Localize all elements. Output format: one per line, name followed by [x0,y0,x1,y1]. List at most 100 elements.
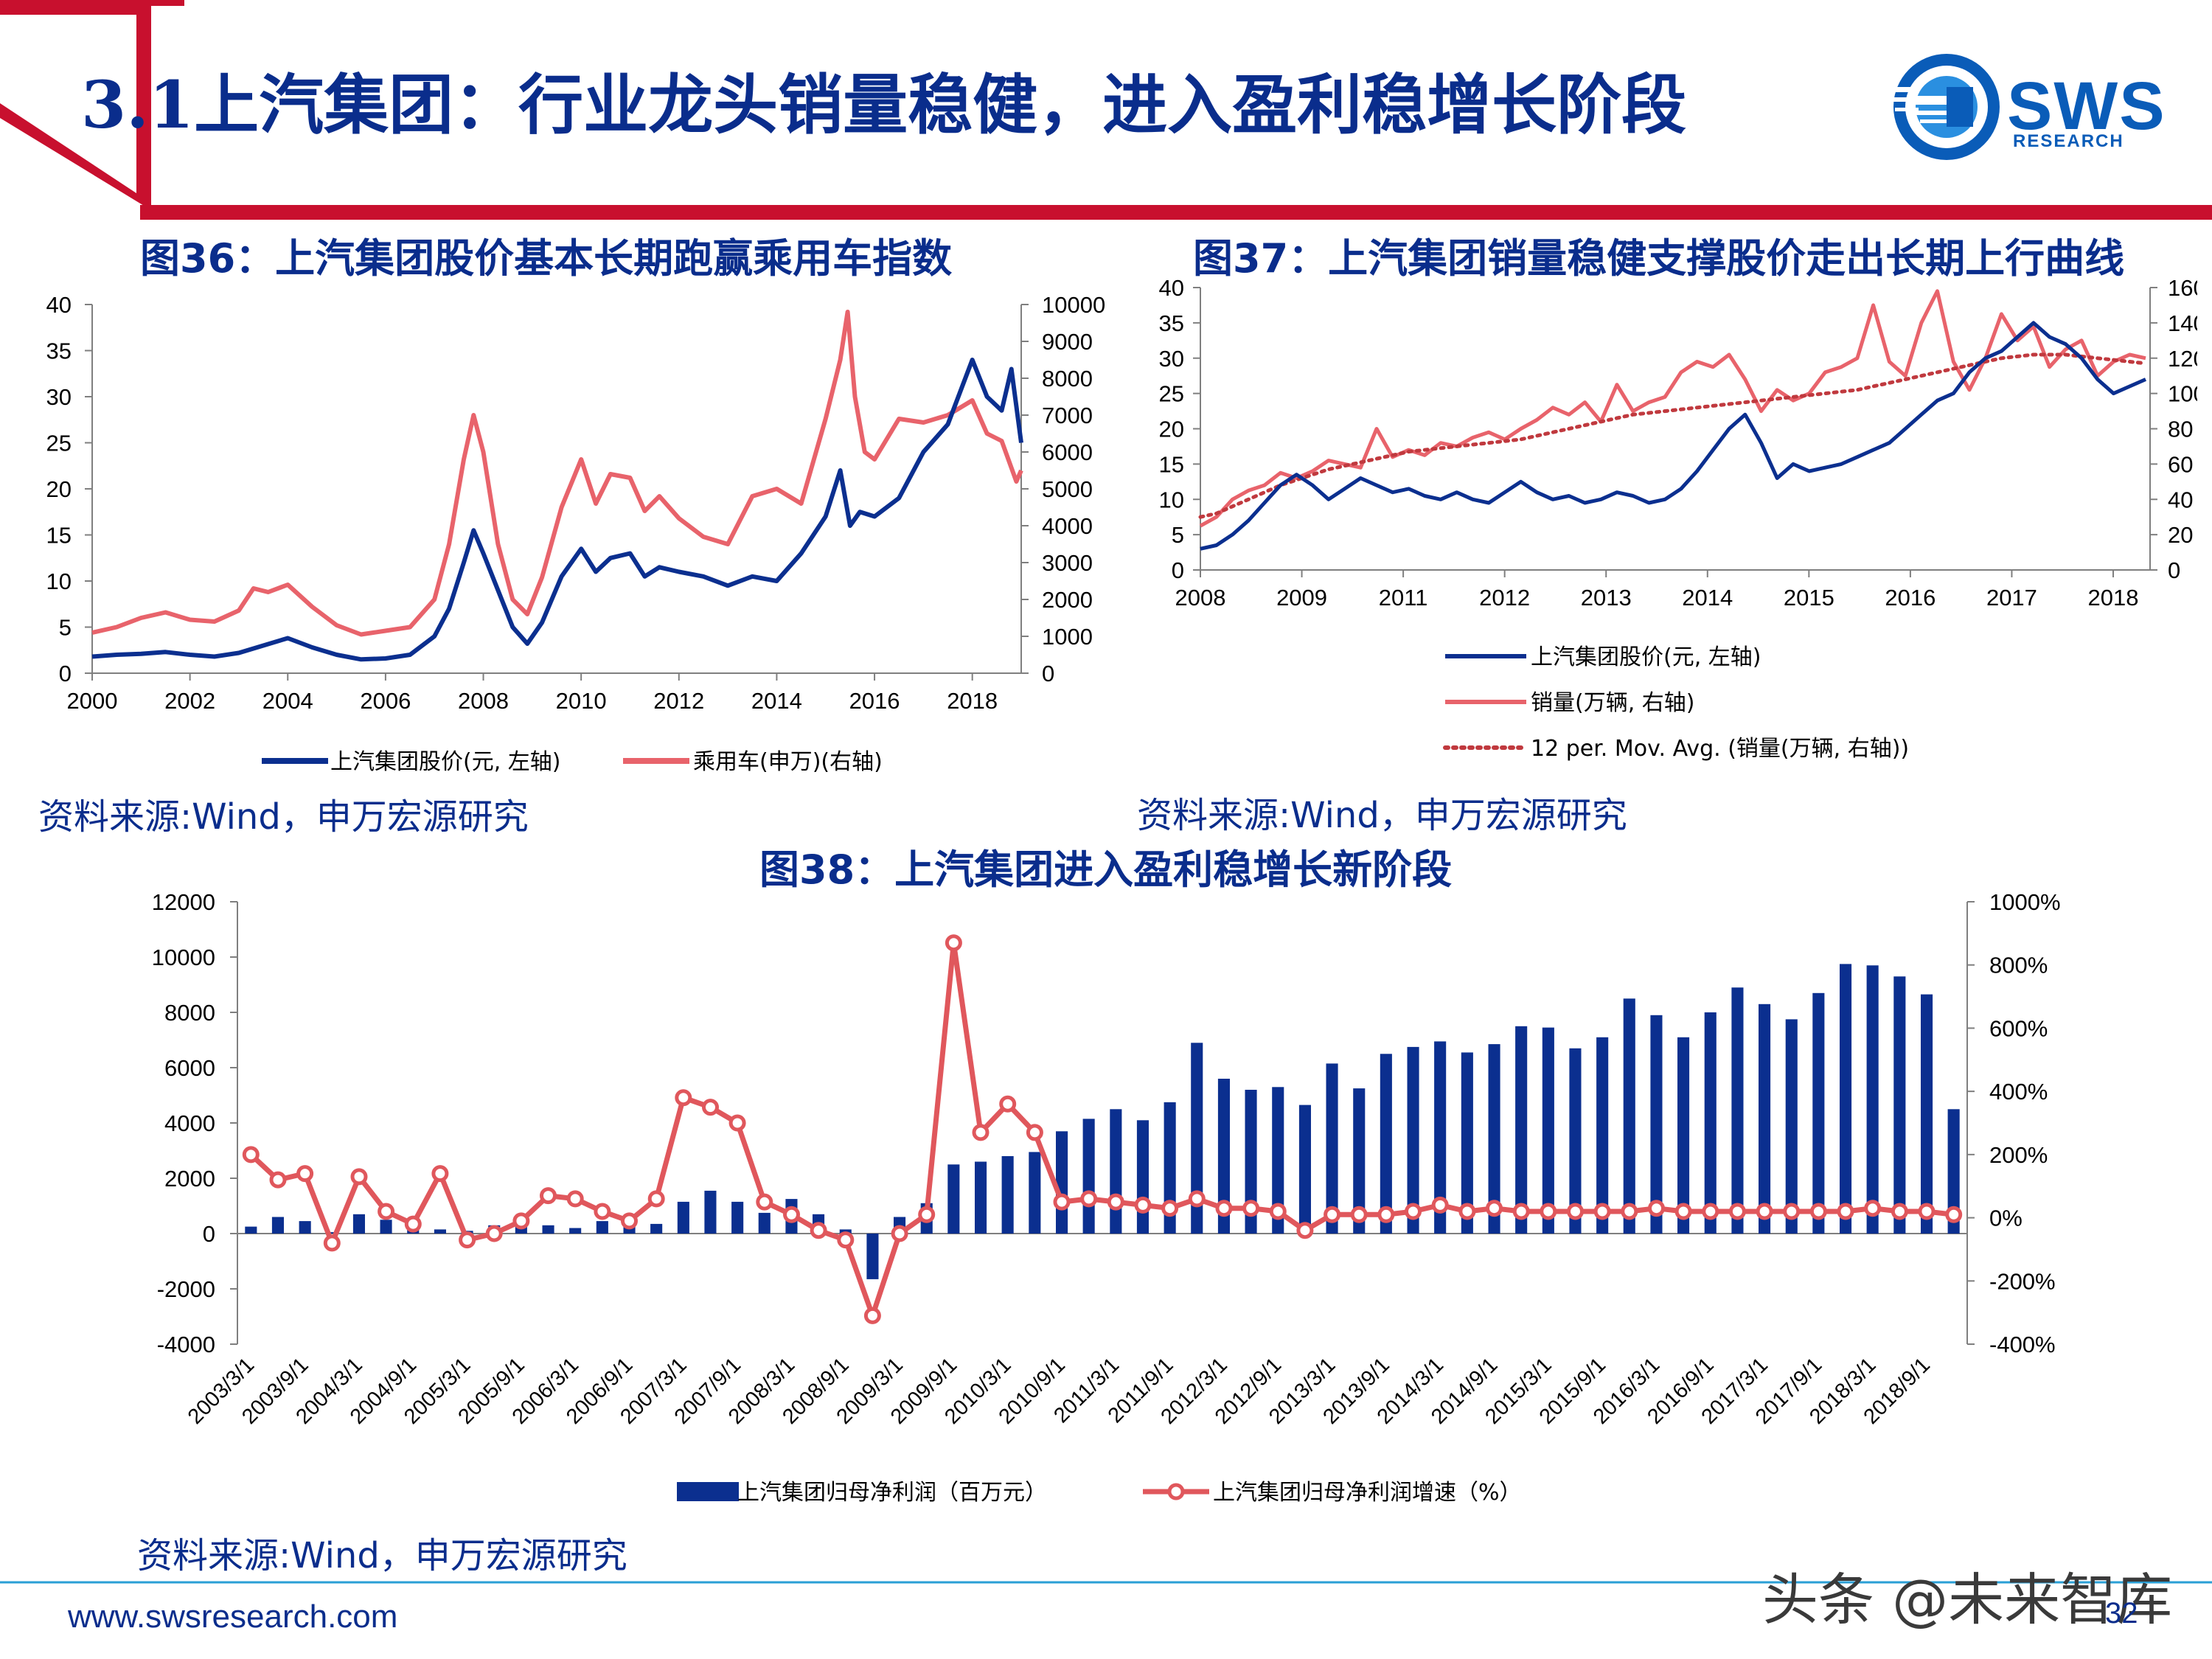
watermark: 头条 @未来智库 [1762,1567,2173,1632]
profit-bar [758,1212,771,1234]
y-tick-label-right: 60 [2168,451,2193,477]
y-tick-label-right: 100 [2168,381,2197,407]
x-tick-label: 2004 [262,688,313,714]
growth-point [837,1231,855,1249]
legend-label-index: 乘用车(申万)(右轴) [693,749,883,775]
y-tick-label-left: 4000 [164,1110,215,1136]
profit-bar [542,1225,554,1234]
x-tick-label: 2012 [653,688,704,714]
profit-bar [1947,1109,1960,1234]
y-tick-label-left: 0 [203,1221,215,1247]
growth-point [378,1203,395,1220]
y-tick-label-right: 20 [2168,522,2193,548]
growth-point [1431,1196,1449,1214]
profit-bar [1650,1015,1663,1234]
profit-bar [1785,1019,1798,1234]
white-corner-cut [0,15,136,193]
y-tick-label-right: 140 [2168,310,2197,336]
y-tick-label-left: 0 [1172,557,1184,583]
growth-point [999,1095,1017,1113]
series-line-index [91,310,1023,637]
logo-text: SWS [2007,69,2166,144]
profit-bar [569,1228,582,1234]
growth-point [404,1215,422,1233]
growth-point [1567,1203,1584,1220]
legend-label: 上汽集团股价(元, 左轴) [1531,644,1761,670]
profit-bar [326,1232,338,1234]
growth-point [1593,1203,1611,1220]
slide-title: 3.1上汽集团：行业龙头销量稳健，进入盈利稳增长阶段 [81,66,1687,143]
profit-bar [947,1164,960,1234]
x-tick-label: 2013 [1581,585,1632,611]
profit-bar [1488,1044,1500,1234]
x-tick-label: 2008 [1175,585,1226,611]
growth-point [1864,1200,1882,1217]
growth-point [918,1206,936,1223]
footer-url[interactable]: www.swsresearch.com [68,1599,398,1635]
growth-point [756,1193,773,1211]
y-tick-label-right: 160 [2168,275,2197,301]
y-tick-label-left: 5 [1172,522,1184,548]
profit-bar [1407,1046,1419,1234]
legend-marker-growth [1167,1483,1185,1500]
profit-bar [1759,1004,1771,1234]
fig38-title: 图38：上汽集团进入盈利稳增长新阶段 [759,846,1453,893]
growth-point [1486,1200,1503,1217]
series-line-moving-average [1198,352,2148,519]
y-tick-label-right: 120 [2168,346,2197,372]
y-tick-label-left: 5 [59,615,72,641]
y-tick-label-right: 200% [1989,1142,2048,1168]
logo-subtext: RESEARCH [2013,131,2124,151]
growth-point [891,1225,908,1242]
y-tick-label-left: 30 [1159,346,1184,372]
legend-label-stock: 上汽集团股价(元, 左轴) [330,749,560,775]
growth-point [1674,1203,1692,1220]
profit-bar [1840,964,1852,1234]
profit-bar [1110,1109,1122,1234]
profit-bar [1921,994,1933,1234]
growth-point [1188,1190,1206,1208]
growth-point [1891,1203,1908,1220]
growth-point [431,1165,449,1183]
y-tick-label-right: 10000 [1042,292,1105,318]
y-tick-label-right: 600% [1989,1015,2048,1041]
y-tick-label-right: 6000 [1042,439,1093,465]
y-tick-label-left: 35 [1159,310,1184,336]
growth-point [1621,1203,1638,1220]
growth-point [1296,1222,1314,1239]
y-tick-label-right: 0% [1989,1206,2023,1231]
profit-bar [245,1226,257,1234]
growth-point [945,934,962,952]
legend-swatch-profit [677,1482,739,1501]
growth-point [1648,1200,1665,1217]
growth-point [485,1225,503,1242]
growth-point [1702,1203,1719,1220]
growth-point [1458,1203,1476,1220]
growth-point [1540,1203,1557,1220]
x-tick-label: 2018 [2088,585,2139,611]
legend-label-profit: 上汽集团归母净利润（百万元） [737,1480,1047,1506]
growth-point [1161,1200,1179,1217]
y-tick-label-right: 8000 [1042,366,1093,392]
profit-bar [1434,1041,1447,1234]
profit-bar [1245,1090,1257,1234]
growth-point [621,1212,638,1230]
y-tick-label-left: -2000 [157,1276,215,1302]
growth-point [1324,1206,1341,1223]
x-tick-label: 2015 [1784,585,1834,611]
profit-bar [650,1223,663,1234]
profit-bar [352,1214,365,1234]
growth-point [675,1089,692,1107]
growth-point [566,1190,584,1208]
profit-bar [1191,1043,1203,1234]
fig36-source: 资料来源:Wind，申万宏源研究 [38,796,529,838]
y-tick-label-left: 25 [46,431,72,456]
profit-bar [1272,1087,1284,1234]
profit-bar [1353,1088,1366,1234]
profit-bar [1677,1037,1690,1234]
y-tick-label-left: 10000 [152,945,215,970]
growth-point [972,1124,990,1141]
profit-bar [731,1201,744,1234]
y-tick-label-right: 40 [2168,487,2193,512]
fig36-title: 图36：上汽集团股价基本长期跑赢乘用车指数 [140,235,953,282]
